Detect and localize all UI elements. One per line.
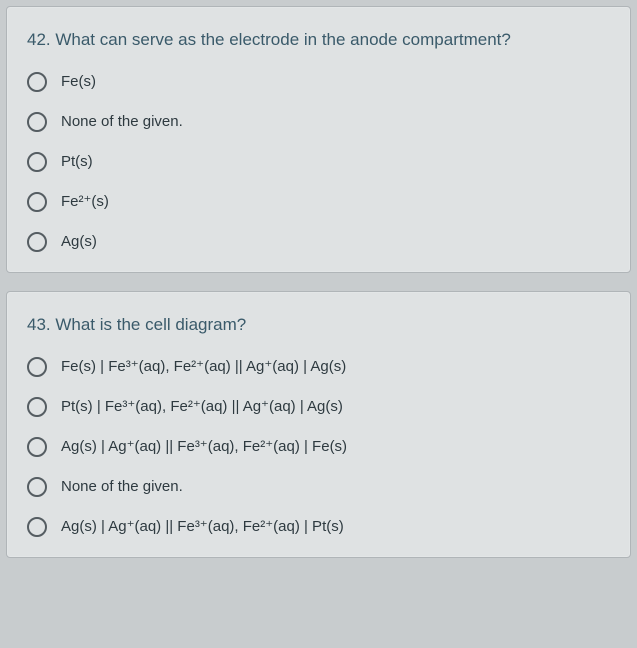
q43-option-label: Ag(s) | Ag⁺(aq) || Fe³⁺(aq), Fe²⁺(aq) | … — [61, 518, 344, 536]
radio-icon[interactable] — [27, 437, 47, 457]
question-42-prompt: 42. What can serve as the electrode in t… — [27, 29, 610, 52]
q43-option-label: None of the given. — [61, 478, 183, 496]
q43-option-row[interactable]: None of the given. — [27, 477, 610, 497]
q42-option-row[interactable]: Fe²⁺(s) — [27, 192, 610, 212]
radio-icon[interactable] — [27, 397, 47, 417]
q42-option-row[interactable]: Ag(s) — [27, 232, 610, 252]
radio-icon[interactable] — [27, 477, 47, 497]
q43-option-row[interactable]: Ag(s) | Ag⁺(aq) || Fe³⁺(aq), Fe²⁺(aq) | … — [27, 517, 610, 537]
q42-option-label: Pt(s) — [61, 153, 93, 171]
radio-icon[interactable] — [27, 192, 47, 212]
q42-option-label: Fe(s) — [61, 73, 96, 91]
q43-option-label: Fe(s) | Fe³⁺(aq), Fe²⁺(aq) || Ag⁺(aq) | … — [61, 358, 346, 376]
radio-icon[interactable] — [27, 232, 47, 252]
question-42-card: 42. What can serve as the electrode in t… — [6, 6, 631, 273]
radio-icon[interactable] — [27, 357, 47, 377]
radio-icon[interactable] — [27, 72, 47, 92]
radio-icon[interactable] — [27, 152, 47, 172]
q43-option-label: Pt(s) | Fe³⁺(aq), Fe²⁺(aq) || Ag⁺(aq) | … — [61, 398, 343, 416]
radio-icon[interactable] — [27, 517, 47, 537]
q42-option-label: Fe²⁺(s) — [61, 193, 109, 211]
q43-option-row[interactable]: Fe(s) | Fe³⁺(aq), Fe²⁺(aq) || Ag⁺(aq) | … — [27, 357, 610, 377]
radio-icon[interactable] — [27, 112, 47, 132]
q42-option-label: None of the given. — [61, 113, 183, 131]
q43-option-row[interactable]: Ag(s) | Ag⁺(aq) || Fe³⁺(aq), Fe²⁺(aq) | … — [27, 437, 610, 457]
q42-option-row[interactable]: None of the given. — [27, 112, 610, 132]
question-43-prompt: 43. What is the cell diagram? — [27, 314, 610, 337]
q42-option-row[interactable]: Fe(s) — [27, 72, 610, 92]
q43-option-row[interactable]: Pt(s) | Fe³⁺(aq), Fe²⁺(aq) || Ag⁺(aq) | … — [27, 397, 610, 417]
q43-option-label: Ag(s) | Ag⁺(aq) || Fe³⁺(aq), Fe²⁺(aq) | … — [61, 438, 347, 456]
q42-option-row[interactable]: Pt(s) — [27, 152, 610, 172]
question-43-card: 43. What is the cell diagram? Fe(s) | Fe… — [6, 291, 631, 558]
q42-option-label: Ag(s) — [61, 233, 97, 251]
